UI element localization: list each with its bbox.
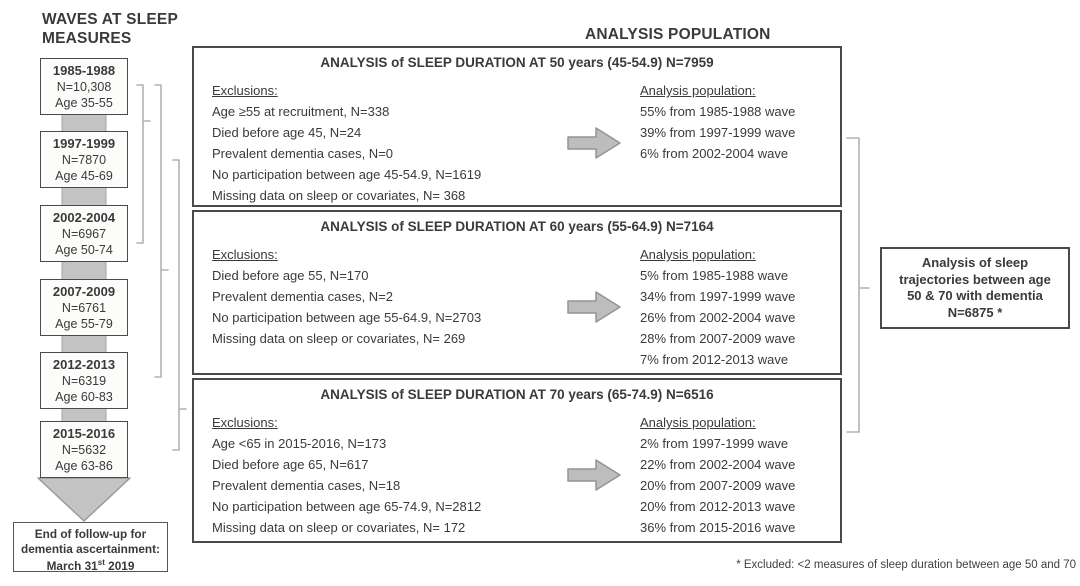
flow-arrow-icon bbox=[554, 412, 634, 538]
analysis-population-label: Analysis population: bbox=[640, 247, 756, 262]
end-date-prefix: March 31 bbox=[46, 558, 98, 573]
wave-period: 2012-2013 bbox=[52, 357, 116, 372]
bracket-analyses-to-trajectories bbox=[846, 137, 870, 433]
end-of-followup-box: End of follow-up for dementia ascertainm… bbox=[13, 522, 168, 573]
population-item: 36% from 2015-2016 wave bbox=[640, 520, 796, 535]
end-date-year: 2019 bbox=[104, 558, 135, 573]
end-box-line: dementia ascertainment: bbox=[21, 541, 160, 556]
wave-age: Age 50-74 bbox=[55, 243, 113, 257]
exclusions-list: Exclusions: Age <65 in 2015-2016, N=173 … bbox=[212, 412, 554, 538]
exclusion-item: Missing data on sleep or covariates, N= … bbox=[212, 188, 466, 203]
bracket-waves-to-age50 bbox=[136, 84, 151, 244]
wave-period: 2007-2009 bbox=[52, 284, 116, 299]
exclusion-item: Age ≥55 at recruitment, N=338 bbox=[212, 104, 390, 119]
population-item: 2% from 1997-1999 wave bbox=[640, 436, 789, 451]
wave-box-2012-2013: 2012-2013 N=6319 Age 60-83 bbox=[40, 352, 128, 409]
wave-n: N=5632 bbox=[61, 443, 107, 457]
analysis-box-title: ANALYSIS of SLEEP DURATION AT 70 years (… bbox=[320, 387, 714, 402]
exclusion-item: Died before age 45, N=24 bbox=[212, 125, 362, 140]
wave-age: Age 55-79 bbox=[55, 317, 113, 331]
exclusion-item: No participation between age 55-64.9, N=… bbox=[212, 310, 482, 325]
wave-connector bbox=[61, 183, 107, 209]
end-box-line: March 31st 2019 bbox=[14, 556, 167, 573]
exclusion-item: Prevalent dementia cases, N=0 bbox=[212, 146, 394, 161]
exclusion-footnote: * Excluded: <2 measures of sleep duratio… bbox=[736, 559, 1076, 571]
flow-arrow-icon bbox=[554, 80, 634, 206]
exclusion-item: Prevalent dementia cases, N=18 bbox=[212, 478, 401, 493]
trajectories-line: trajectories between age bbox=[899, 271, 1051, 287]
wave-box-1997-1999: 1997-1999 N=7870 Age 45-69 bbox=[40, 131, 128, 188]
wave-n: N=10,308 bbox=[56, 80, 112, 94]
waves-heading: WAVES AT SLEEP MEASURES bbox=[42, 11, 178, 47]
analysis-population-list: Analysis population: 5% from 1985-1988 w… bbox=[634, 244, 826, 370]
population-item: 26% from 2002-2004 wave bbox=[640, 310, 796, 325]
analysis-box-content: Exclusions: Age <65 in 2015-2016, N=173 … bbox=[194, 402, 840, 538]
wave-period: 2015-2016 bbox=[52, 426, 116, 441]
wave-period: 1997-1999 bbox=[52, 136, 116, 151]
population-item: 20% from 2007-2009 wave bbox=[640, 478, 796, 493]
analysis-box-age60: ANALYSIS of SLEEP DURATION AT 60 years (… bbox=[192, 210, 842, 375]
analysis-population-label: Analysis population: bbox=[640, 415, 756, 430]
wave-period: 2002-2004 bbox=[52, 210, 116, 225]
wave-age: Age 45-69 bbox=[55, 169, 113, 183]
population-item: 7% from 2012-2013 wave bbox=[640, 352, 789, 367]
wave-box-2002-2004: 2002-2004 N=6967 Age 50-74 bbox=[40, 205, 128, 262]
exclusion-item: Missing data on sleep or covariates, N= … bbox=[212, 331, 466, 346]
population-item: 28% from 2007-2009 wave bbox=[640, 331, 796, 346]
analysis-population-list: Analysis population: 55% from 1985-1988 … bbox=[634, 80, 826, 206]
wave-box-2007-2009: 2007-2009 N=6761 Age 55-79 bbox=[40, 279, 128, 336]
analysis-population-heading: ANALYSIS POPULATION bbox=[585, 26, 771, 43]
trajectories-line: 50 & 70 with dementia bbox=[907, 288, 1043, 303]
analysis-population-label: Analysis population: bbox=[640, 83, 756, 98]
analysis-population-list: Analysis population: 2% from 1997-1999 w… bbox=[634, 412, 826, 538]
exclusion-item: Missing data on sleep or covariates, N= … bbox=[212, 520, 466, 535]
wave-n: N=7870 bbox=[61, 153, 107, 167]
population-item: 22% from 2002-2004 wave bbox=[640, 457, 796, 472]
exclusions-label: Exclusions: bbox=[212, 247, 278, 262]
exclusion-item: No participation between age 65-74.9, N=… bbox=[212, 499, 482, 514]
population-item: 39% from 1997-1999 wave bbox=[640, 125, 796, 140]
analysis-box-age70: ANALYSIS of SLEEP DURATION AT 70 years (… bbox=[192, 378, 842, 543]
population-item: 55% from 1985-1988 wave bbox=[640, 104, 796, 119]
wave-n: N=6761 bbox=[61, 301, 107, 315]
exclusions-label: Exclusions: bbox=[212, 415, 278, 430]
trajectories-line: N=6875 * bbox=[947, 304, 1003, 320]
exclusions-label: Exclusions: bbox=[212, 83, 278, 98]
exclusion-item: Prevalent dementia cases, N=2 bbox=[212, 289, 394, 304]
population-item: 6% from 2002-2004 wave bbox=[640, 146, 789, 161]
analysis-box-content: Exclusions: Died before age 55, N=170 Pr… bbox=[194, 234, 840, 370]
sleep-trajectories-box: Analysis of sleep trajectories between a… bbox=[880, 247, 1070, 329]
analysis-box-title: ANALYSIS of SLEEP DURATION AT 50 years (… bbox=[320, 55, 714, 70]
wave-period: 1985-1988 bbox=[52, 63, 116, 78]
flow-arrow-icon bbox=[554, 244, 634, 370]
trajectories-line: Analysis of sleep bbox=[921, 255, 1029, 270]
wave-age: Age 35-55 bbox=[55, 96, 113, 110]
analysis-box-content: Exclusions: Age ≥55 at recruitment, N=33… bbox=[194, 70, 840, 206]
timeline-arrowhead-icon bbox=[37, 477, 131, 522]
population-item: 20% from 2012-2013 wave bbox=[640, 499, 796, 514]
wave-n: N=6319 bbox=[61, 374, 107, 388]
bracket-waves-to-age60 bbox=[154, 84, 169, 378]
exclusions-list: Exclusions: Age ≥55 at recruitment, N=33… bbox=[212, 80, 554, 206]
analysis-box-age50: ANALYSIS of SLEEP DURATION AT 50 years (… bbox=[192, 46, 842, 207]
exclusion-item: Died before age 55, N=170 bbox=[212, 268, 369, 283]
end-date-ordinal: st bbox=[97, 558, 105, 567]
end-box-line: End of follow-up for bbox=[34, 527, 147, 541]
population-item: 5% from 1985-1988 wave bbox=[640, 268, 789, 283]
exclusions-list: Exclusions: Died before age 55, N=170 Pr… bbox=[212, 244, 554, 370]
wave-n: N=6967 bbox=[61, 227, 107, 241]
wave-box-1985-1988: 1985-1988 N=10,308 Age 35-55 bbox=[40, 58, 128, 115]
exclusion-item: Died before age 65, N=617 bbox=[212, 457, 369, 472]
analysis-box-title: ANALYSIS of SLEEP DURATION AT 60 years (… bbox=[320, 219, 714, 234]
wave-box-2015-2016: 2015-2016 N=5632 Age 63-86 bbox=[40, 421, 128, 478]
population-item: 34% from 1997-1999 wave bbox=[640, 289, 796, 304]
exclusion-item: Age <65 in 2015-2016, N=173 bbox=[212, 436, 387, 451]
bracket-waves-to-age70 bbox=[172, 159, 187, 451]
wave-age: Age 60-83 bbox=[55, 390, 113, 404]
exclusion-item: No participation between age 45-54.9, N=… bbox=[212, 167, 482, 182]
wave-age: Age 63-86 bbox=[55, 459, 113, 473]
